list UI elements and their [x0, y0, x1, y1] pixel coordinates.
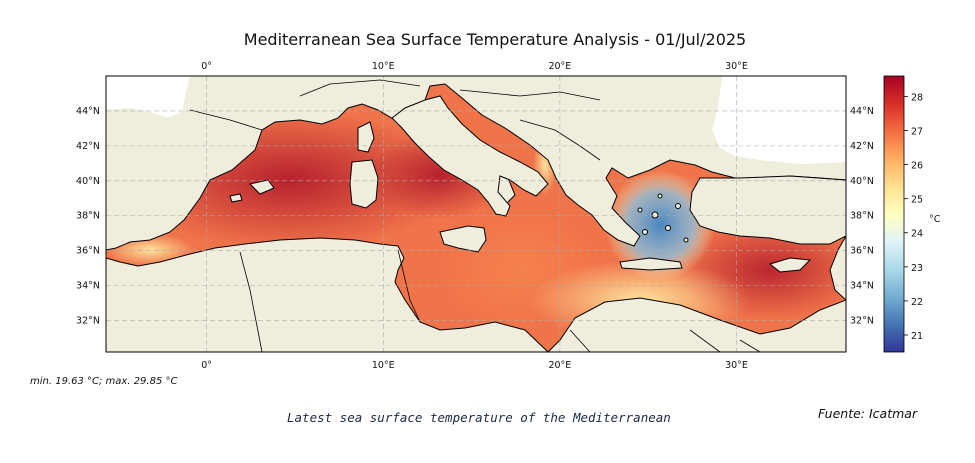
lat-tick-label: 42°N: [76, 141, 100, 152]
lon-tick-label: 30°E: [725, 360, 748, 371]
lat-tick-label: 44°N: [76, 106, 100, 117]
colorbar-tick-label: 24: [911, 229, 923, 240]
map-title: Mediterranean Sea Surface Temperature An…: [243, 30, 747, 49]
lat-tick-label: 42°N: [850, 141, 874, 152]
colorbar-unit: °C: [929, 214, 941, 225]
lon-tick-label: 0°: [201, 360, 212, 371]
mask-black-sea: [712, 76, 846, 164]
colorbar-tick-label: 22: [911, 297, 923, 308]
lat-tick-label: 34°N: [850, 281, 874, 292]
map-frame: [105, 75, 847, 353]
latitude-labels-right: 32°N 34°N 36°N 38°N 40°N 42°N 44°N: [850, 106, 874, 327]
map-caption: Latest sea surface temperature of the Me…: [287, 410, 671, 425]
lat-tick-label: 44°N: [850, 106, 874, 117]
country-borders: [189, 79, 761, 352]
lat-tick-label: 38°N: [850, 211, 874, 222]
latitude-labels-left: 32°N 34°N 36°N 38°N 40°N 42°N 44°N: [76, 106, 100, 327]
lon-tick-label: 20°E: [548, 61, 571, 72]
colorbar-tick-label: 21: [911, 331, 923, 342]
lat-tick-label: 34°N: [76, 281, 100, 292]
colorbar-tick-label: 27: [911, 127, 923, 138]
lat-tick-label: 38°N: [76, 211, 100, 222]
cool-region-aegean: [605, 170, 715, 280]
colorbar-ticks: 21 22 23 24 25 26 27 28: [904, 92, 923, 342]
lon-tick-label: 10°E: [372, 61, 395, 72]
lon-tick-label: 20°E: [548, 360, 571, 371]
lat-tick-label: 36°N: [850, 246, 874, 257]
lat-tick-label: 32°N: [76, 316, 100, 327]
lat-tick-label: 40°N: [850, 176, 874, 187]
land: [106, 76, 846, 352]
source-credit: Fuente: Icatmar: [818, 406, 918, 421]
longitude-labels-top: 0° 10°E 20°E 30°E: [201, 61, 748, 72]
graticule: [106, 76, 846, 352]
lat-tick-label: 36°N: [76, 246, 100, 257]
lat-tick-label: 32°N: [850, 316, 874, 327]
lat-tick-label: 40°N: [76, 176, 100, 187]
colorbar: [883, 75, 905, 353]
mask-atlantic: [106, 76, 190, 118]
longitude-labels-bottom: 0° 10°E 20°E 30°E: [201, 360, 748, 371]
colorbar-tick-label: 26: [911, 161, 923, 172]
colorbar-tick-label: 28: [911, 92, 923, 103]
colorbar-tick-label: 23: [911, 263, 923, 274]
colorbar-tick-label: 25: [911, 195, 923, 206]
min-max-text: min. 19.63 °C; max. 29.85 °C: [30, 376, 178, 387]
lon-tick-label: 0°: [201, 61, 212, 72]
lon-tick-label: 30°E: [725, 61, 748, 72]
lon-tick-label: 10°E: [372, 360, 395, 371]
